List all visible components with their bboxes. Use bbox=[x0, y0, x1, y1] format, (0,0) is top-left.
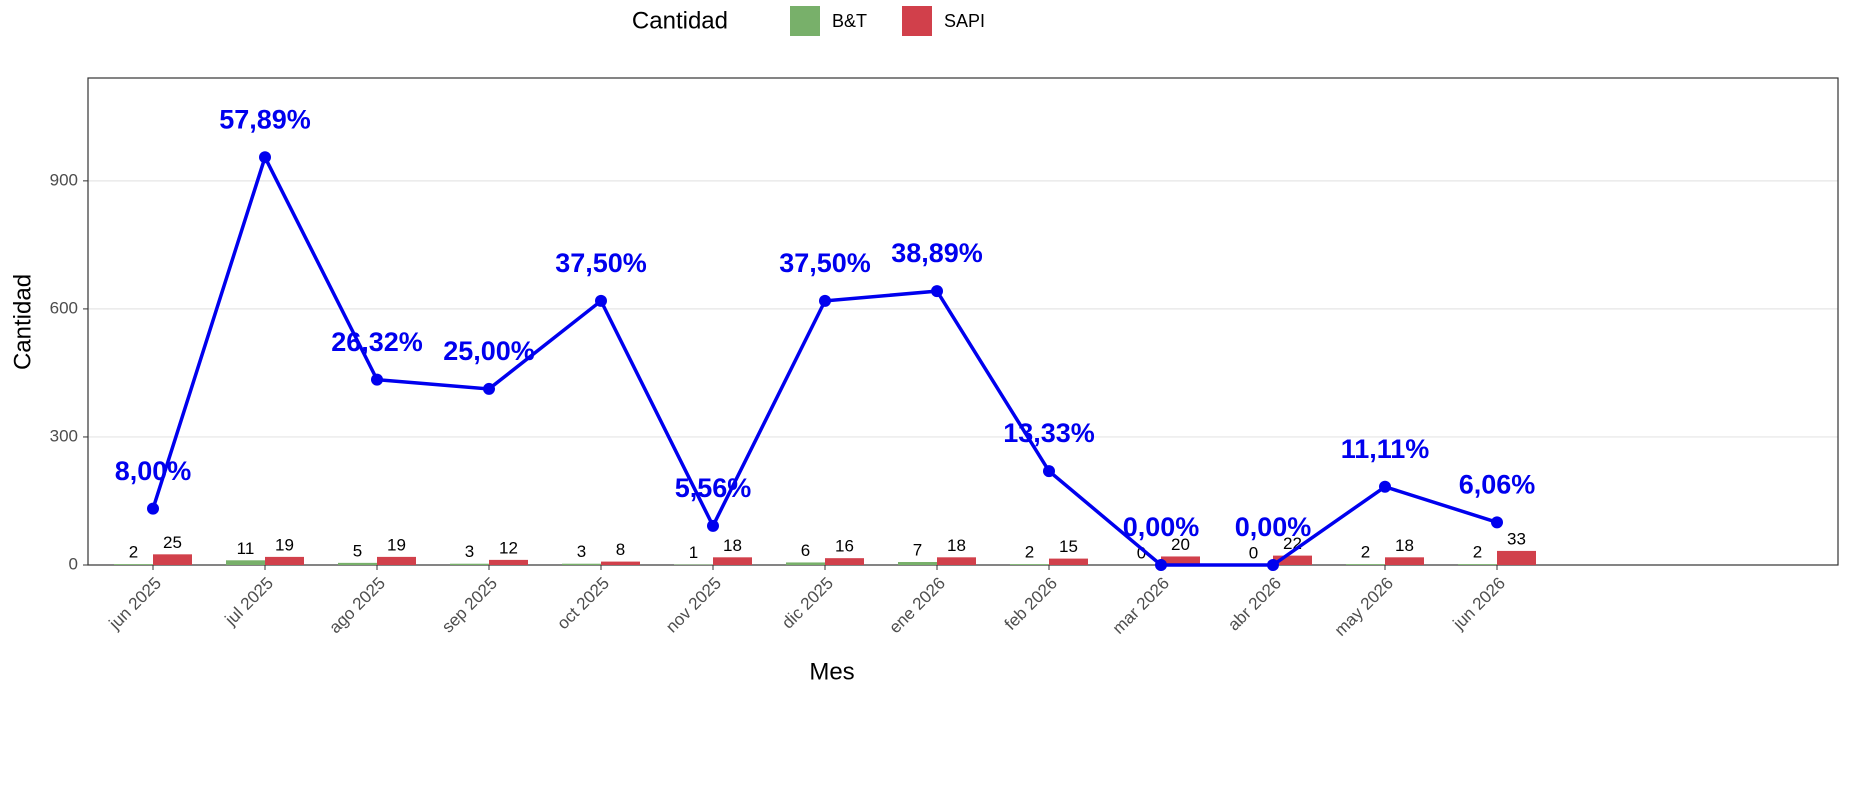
bar-label: 25 bbox=[163, 533, 182, 552]
line-label: 57,89% bbox=[219, 104, 311, 134]
line-label: 25,00% bbox=[443, 336, 535, 366]
bar bbox=[489, 560, 528, 565]
line-label: 11,11% bbox=[1341, 434, 1430, 464]
x-tick-label: dic 2025 bbox=[778, 574, 837, 633]
bar-label: 12 bbox=[499, 538, 518, 557]
bar-label: 0 bbox=[1249, 543, 1258, 562]
line-point bbox=[147, 503, 159, 515]
bar bbox=[338, 563, 377, 565]
y-tick-label: 900 bbox=[50, 170, 78, 189]
line-label: 26,32% bbox=[331, 327, 423, 357]
bar-label: 18 bbox=[947, 536, 966, 555]
bar bbox=[1049, 559, 1088, 565]
bar-label: 3 bbox=[577, 542, 586, 561]
line-point bbox=[595, 295, 607, 307]
legend-swatch bbox=[902, 6, 932, 36]
bar-label: 2 bbox=[1473, 543, 1482, 562]
line bbox=[153, 157, 1497, 565]
bar bbox=[153, 554, 192, 565]
line-label: 8,00% bbox=[115, 456, 192, 486]
line-label: 37,50% bbox=[779, 248, 871, 278]
bar-label: 19 bbox=[275, 535, 294, 554]
x-tick-label: feb 2026 bbox=[1001, 574, 1061, 634]
bar-label: 2 bbox=[1361, 543, 1370, 562]
bar bbox=[377, 557, 416, 565]
bar bbox=[562, 564, 601, 565]
line-point bbox=[371, 374, 383, 386]
x-tick-label: sep 2025 bbox=[438, 574, 501, 637]
bar bbox=[713, 557, 752, 565]
line-point bbox=[1379, 481, 1391, 493]
x-tick-label: ago 2025 bbox=[325, 574, 389, 638]
line-point bbox=[1043, 465, 1055, 477]
x-tick-label: jun 2026 bbox=[1449, 574, 1509, 634]
line-label: 5,56% bbox=[675, 473, 752, 503]
x-axis-title: Mes bbox=[809, 658, 854, 685]
bar bbox=[1385, 557, 1424, 565]
bar-label: 8 bbox=[616, 540, 625, 559]
bar bbox=[1497, 551, 1536, 565]
bar bbox=[265, 557, 304, 565]
line-label: 13,33% bbox=[1003, 418, 1095, 448]
bar-label: 15 bbox=[1059, 537, 1078, 556]
x-tick-label: jun 2025 bbox=[105, 574, 165, 634]
x-tick-label: mar 2026 bbox=[1109, 574, 1173, 638]
bar bbox=[1010, 564, 1049, 565]
line-point bbox=[1267, 559, 1279, 571]
bar bbox=[1346, 564, 1385, 565]
bar bbox=[937, 557, 976, 565]
bar-label: 16 bbox=[835, 537, 854, 556]
x-tick-label: jul 2025 bbox=[221, 574, 277, 630]
line-label: 38,89% bbox=[891, 238, 983, 268]
bar-label: 18 bbox=[723, 536, 742, 555]
bar bbox=[226, 560, 265, 565]
bar-label: 6 bbox=[801, 541, 810, 560]
y-axis-title: Cantidad bbox=[9, 274, 36, 370]
bar-label: 19 bbox=[387, 535, 406, 554]
bar bbox=[601, 562, 640, 565]
line-point bbox=[1155, 559, 1167, 571]
bar bbox=[898, 562, 937, 565]
line-point bbox=[259, 151, 271, 163]
bar-label: 1 bbox=[689, 543, 698, 562]
bar-label: 3 bbox=[465, 542, 474, 561]
bar-label: 5 bbox=[353, 541, 362, 560]
bar-label: 2 bbox=[129, 543, 138, 562]
x-tick-label: abr 2026 bbox=[1224, 574, 1285, 635]
bar bbox=[450, 564, 489, 565]
bar-label: 2 bbox=[1025, 543, 1034, 562]
y-tick-label: 600 bbox=[50, 298, 78, 317]
bar-label: 7 bbox=[913, 540, 922, 559]
line-point bbox=[1491, 516, 1503, 528]
bar-label: 11 bbox=[237, 539, 255, 558]
bar bbox=[114, 564, 153, 565]
bar-label: 18 bbox=[1395, 536, 1414, 555]
legend-title: Cantidad bbox=[632, 7, 728, 34]
legend-swatch bbox=[790, 6, 820, 36]
bar bbox=[1458, 564, 1497, 565]
x-tick-label: may 2026 bbox=[1331, 574, 1397, 640]
plot-border bbox=[88, 78, 1838, 565]
x-tick-label: nov 2025 bbox=[662, 574, 725, 637]
legend-label: B&T bbox=[832, 11, 867, 31]
y-tick-label: 0 bbox=[69, 554, 78, 573]
x-tick-label: oct 2025 bbox=[553, 574, 613, 634]
y-tick-label: 300 bbox=[50, 426, 78, 445]
legend-label: SAPI bbox=[944, 11, 985, 31]
line-point bbox=[819, 295, 831, 307]
line-label: 0,00% bbox=[1235, 512, 1312, 542]
line-point bbox=[707, 520, 719, 532]
bar bbox=[825, 558, 864, 565]
line-point bbox=[483, 383, 495, 395]
bar-label: 33 bbox=[1507, 529, 1526, 548]
bar bbox=[786, 562, 825, 565]
line-point bbox=[931, 285, 943, 297]
line-label: 0,00% bbox=[1123, 512, 1200, 542]
line-label: 37,50% bbox=[555, 248, 647, 278]
line-label: 6,06% bbox=[1459, 469, 1536, 499]
x-tick-label: ene 2026 bbox=[885, 574, 949, 638]
